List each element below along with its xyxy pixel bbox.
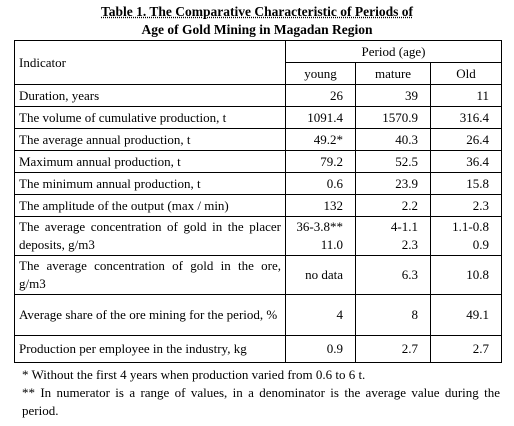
value-cell: 36.4 [430, 150, 502, 173]
row: The average annual production, t 49.2* 40.… [14, 128, 502, 151]
row: The average concentration of gold in the… [14, 216, 502, 256]
header-cell: young [285, 62, 356, 85]
header-cell: Indicator [14, 40, 286, 85]
value-cell: 1.1-0.8 0.9 [430, 216, 502, 256]
value-cell: 36-3.8** 11.0 [285, 216, 356, 256]
value-cell: 316.4 [430, 106, 502, 129]
cell-line: 4-1.1 [390, 219, 418, 234]
value-cell: 2.2 [355, 194, 431, 217]
title-line: Table 1. The Comparative Characteristic … [101, 4, 413, 19]
value-cell: 132 [285, 194, 356, 217]
value-cell: 52.5 [355, 150, 431, 173]
indicator-cell: The minimum annual production, t [14, 172, 286, 195]
value-cell: 2.7 [355, 335, 431, 363]
cell-line: 11.0 [320, 237, 343, 252]
value-cell: 1091.4 [285, 106, 356, 129]
row: The minimum annual production, t 0.6 23.9 1… [14, 172, 502, 195]
row: Duration, years 26 39 11 [14, 84, 502, 107]
value-cell: 39 [355, 84, 431, 107]
indicator-cell: Maximum annual production, t [14, 150, 286, 173]
row: The average concentration of gold in the… [14, 255, 502, 295]
indicator-cell: Duration, years [14, 84, 286, 107]
value-cell: 8 [355, 294, 431, 336]
indicator-cell: The average concentration of gold in the… [14, 216, 286, 256]
header-row: Indicator Period (age) [14, 40, 502, 85]
value-cell: 10.8 [430, 255, 502, 295]
value-cell: 49.1 [430, 294, 502, 336]
value-cell: 40.3 [355, 128, 431, 151]
value-cell: 0.6 [285, 172, 356, 195]
footnote: ** In numerator is a range of values, in… [22, 385, 500, 418]
value-cell: 79.2 [285, 150, 356, 173]
cell-line: 1.1-0.8 [452, 219, 489, 234]
table: Indicator Period (age) young mature Old … [14, 40, 502, 363]
header-cell: mature [355, 62, 431, 85]
row: The amplitude of the output (max / min) 1… [14, 194, 502, 217]
row: Maximum annual production, t 79.2 52.5 36.4 [14, 150, 502, 173]
footnote: * Without the first 4 years when product… [22, 367, 366, 382]
value-cell: 4 [285, 294, 356, 336]
title-line: Age of Gold Mining in Magadan Region [141, 22, 373, 37]
value-cell: 4-1.1 2.3 [355, 216, 431, 256]
value-cell: 1570.9 [355, 106, 431, 129]
value-cell: 49.2* [285, 128, 356, 151]
value-cell: 6.3 [355, 255, 431, 295]
row: Average share of the ore mining for the … [14, 294, 502, 336]
indicator-cell: The average concentration of gold in the… [14, 255, 286, 295]
indicator-cell: Production per employee in the industry,… [14, 335, 286, 363]
value-cell: 23.9 [355, 172, 431, 195]
value-cell: 15.8 [430, 172, 502, 195]
row: The volume of cumulative production, t 10… [14, 106, 502, 129]
indicator-cell: Average share of the ore mining for the … [14, 294, 286, 336]
cell-line: 2.3 [401, 237, 418, 252]
value-cell: 2.7 [430, 335, 502, 363]
value-cell: 2.3 [430, 194, 502, 217]
value-cell: 26 [285, 84, 356, 107]
indicator-cell: The amplitude of the output (max / min) [14, 194, 286, 217]
value-cell: no data [285, 255, 356, 295]
indicator-cell: The average annual production, t [14, 128, 286, 151]
title: Table 1. The Comparative Characteristic … [0, 0, 514, 39]
cell-line: 36-3.8** [296, 219, 343, 234]
value-cell: 11 [430, 84, 502, 107]
header-cell: Period (age) [285, 40, 502, 63]
value-cell: 0.9 [285, 335, 356, 363]
row: Production per employee in the industry,… [14, 335, 502, 363]
cell-line: 0.9 [472, 237, 489, 252]
indicator-cell: The volume of cumulative production, t [14, 106, 286, 129]
header-cell: Old [430, 62, 502, 85]
footnotes: * Without the first 4 years when product… [22, 366, 500, 420]
value-cell: 26.4 [430, 128, 502, 151]
